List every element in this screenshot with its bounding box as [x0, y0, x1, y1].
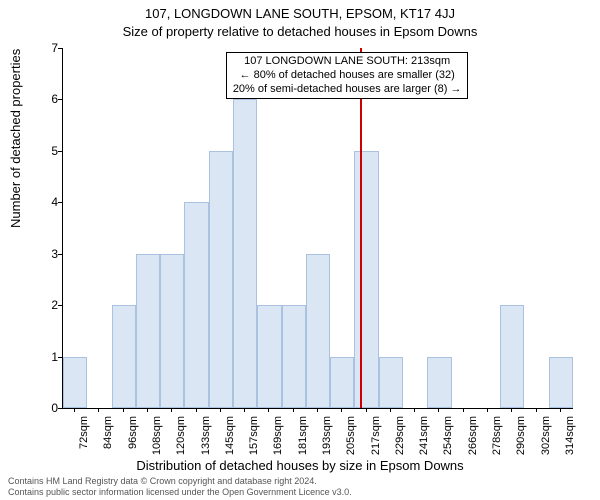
- ytick-mark: [58, 357, 62, 358]
- xtick-mark: [268, 408, 269, 412]
- xtick-mark: [220, 408, 221, 412]
- bar: [379, 357, 403, 408]
- xtick-mark: [366, 408, 367, 412]
- ytick-mark: [58, 202, 62, 203]
- footnote: Contains HM Land Registry data © Crown c…: [8, 476, 352, 498]
- xtick-mark: [74, 408, 75, 412]
- xtick-label: 314sqm: [564, 416, 576, 466]
- ytick-label: 5: [40, 144, 58, 158]
- xtick-label: 278sqm: [491, 416, 503, 466]
- ytick-mark: [58, 99, 62, 100]
- xtick-label: 241sqm: [418, 416, 430, 466]
- xtick-mark: [293, 408, 294, 412]
- bar: [184, 202, 208, 408]
- xtick-label: 108sqm: [151, 416, 163, 466]
- xtick-label: 181sqm: [297, 416, 309, 466]
- ytick-label: 0: [40, 401, 58, 415]
- xtick-mark: [487, 408, 488, 412]
- bar: [160, 254, 184, 408]
- annotation-line3: 20% of semi-detached houses are larger (…: [233, 83, 462, 97]
- bar: [306, 254, 330, 408]
- annotation-line1: 107 LONGDOWN LANE SOUTH: 213sqm: [233, 55, 462, 69]
- xtick-label: 72sqm: [78, 416, 90, 466]
- xtick-mark: [196, 408, 197, 412]
- xtick-label: 157sqm: [248, 416, 260, 466]
- xtick-mark: [147, 408, 148, 412]
- ytick-mark: [58, 151, 62, 152]
- xtick-label: 169sqm: [272, 416, 284, 466]
- annotation-box: 107 LONGDOWN LANE SOUTH: 213sqm← 80% of …: [226, 52, 469, 99]
- xtick-mark: [390, 408, 391, 412]
- y-axis-label: Number of detached properties: [8, 49, 23, 228]
- xtick-label: 120sqm: [175, 416, 187, 466]
- xtick-mark: [560, 408, 561, 412]
- ytick-label: 4: [40, 195, 58, 209]
- xtick-label: 84sqm: [102, 416, 114, 466]
- xtick-label: 193sqm: [321, 416, 333, 466]
- xtick-label: 205sqm: [345, 416, 357, 466]
- xtick-label: 266sqm: [467, 416, 479, 466]
- bar: [427, 357, 451, 408]
- xtick-mark: [244, 408, 245, 412]
- chart-title-sub: Size of property relative to detached ho…: [0, 24, 600, 39]
- ytick-mark: [58, 254, 62, 255]
- bar: [500, 305, 524, 408]
- bar: [112, 305, 136, 408]
- xtick-label: 229sqm: [394, 416, 406, 466]
- footnote-line2: Contains public sector information licen…: [8, 487, 352, 498]
- bar: [257, 305, 281, 408]
- xtick-mark: [341, 408, 342, 412]
- xtick-mark: [511, 408, 512, 412]
- annotation-line2: ← 80% of detached houses are smaller (32…: [233, 69, 462, 83]
- plot-area: 107 LONGDOWN LANE SOUTH: 213sqm← 80% of …: [62, 48, 573, 409]
- ytick-mark: [58, 48, 62, 49]
- xtick-label: 133sqm: [200, 416, 212, 466]
- bar: [282, 305, 306, 408]
- xtick-label: 96sqm: [127, 416, 139, 466]
- ytick-mark: [58, 408, 62, 409]
- ytick-label: 6: [40, 92, 58, 106]
- bar: [354, 151, 378, 408]
- ytick-mark: [58, 305, 62, 306]
- bar: [233, 99, 257, 408]
- footnote-line1: Contains HM Land Registry data © Crown c…: [8, 476, 352, 487]
- ytick-label: 1: [40, 350, 58, 364]
- ytick-label: 7: [40, 41, 58, 55]
- xtick-mark: [171, 408, 172, 412]
- bar: [549, 357, 573, 408]
- xtick-label: 217sqm: [370, 416, 382, 466]
- xtick-mark: [98, 408, 99, 412]
- bar: [136, 254, 160, 408]
- chart-title-main: 107, LONGDOWN LANE SOUTH, EPSOM, KT17 4J…: [0, 6, 600, 21]
- xtick-mark: [414, 408, 415, 412]
- bar: [330, 357, 354, 408]
- xtick-mark: [463, 408, 464, 412]
- xtick-label: 302sqm: [540, 416, 552, 466]
- ytick-label: 2: [40, 298, 58, 312]
- xtick-label: 254sqm: [442, 416, 454, 466]
- xtick-mark: [317, 408, 318, 412]
- xtick-mark: [536, 408, 537, 412]
- marker-line: [360, 48, 362, 408]
- bar: [63, 357, 87, 408]
- xtick-label: 290sqm: [515, 416, 527, 466]
- xtick-mark: [438, 408, 439, 412]
- bar: [209, 151, 233, 408]
- ytick-label: 3: [40, 247, 58, 261]
- xtick-mark: [123, 408, 124, 412]
- xtick-label: 145sqm: [224, 416, 236, 466]
